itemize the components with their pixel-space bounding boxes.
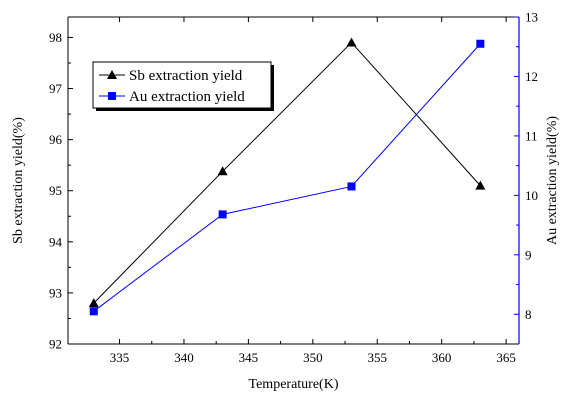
legend-label: Au extraction yield — [129, 89, 245, 105]
x-tick-label: 350 — [303, 350, 323, 365]
right-y-tick-label: 13 — [525, 10, 538, 25]
plot-frame — [67, 16, 520, 345]
left-y-tick-label: 95 — [49, 183, 62, 198]
legend-square-marker — [108, 92, 116, 100]
legend-label: Sb extraction yield — [129, 68, 243, 84]
x-tick-label: 355 — [368, 350, 388, 365]
sb-data-point — [346, 37, 357, 47]
au-data-point — [347, 182, 356, 191]
legend-triangle-marker — [107, 70, 117, 79]
legend-box — [92, 61, 272, 109]
left-y-tick-label: 94 — [49, 234, 63, 249]
x-axis: 335 340 345 350 355 360 365 — [110, 17, 516, 365]
x-tick-label: 335 — [110, 350, 130, 365]
x-tick-label: 340 — [174, 350, 194, 365]
right-y-tick-label: 12 — [525, 69, 538, 84]
x-tick-label: 360 — [432, 350, 452, 365]
left-y-axis-label: Sb extraction yield(%) — [11, 117, 26, 244]
right-y-axis-label: Au extraction yield(%) — [545, 116, 560, 245]
legend: Sb extraction yield Au extraction yield — [92, 61, 274, 111]
x-tick-label: 345 — [239, 350, 259, 365]
au-data-point — [476, 39, 485, 48]
series-layer — [88, 37, 486, 316]
x-axis-label: Temperature(K) — [249, 377, 339, 392]
right-y-tick-label: 8 — [525, 307, 532, 322]
left-y-tick-label: 93 — [49, 285, 62, 300]
au-data-point — [218, 210, 227, 219]
right-y-tick-label: 9 — [525, 247, 532, 262]
right-y-axis: 8 9 10 11 12 13 — [514, 10, 538, 322]
series-line-sb — [93, 41, 481, 304]
left-y-axis: 92 93 94 95 96 97 98 — [49, 30, 73, 352]
sb-data-point — [217, 166, 228, 176]
right-y-tick-label: 11 — [525, 128, 538, 143]
left-y-tick-label: 97 — [49, 81, 63, 96]
au-data-point — [89, 307, 98, 316]
left-y-tick-label: 92 — [49, 337, 62, 352]
sb-data-point — [475, 180, 486, 190]
x-tick-label: 365 — [496, 350, 516, 365]
left-y-tick-label: 98 — [49, 30, 62, 45]
left-y-tick-label: 96 — [49, 132, 63, 147]
series-line-au — [93, 43, 481, 312]
sb-data-point — [88, 298, 99, 308]
right-y-tick-label: 10 — [525, 188, 538, 203]
